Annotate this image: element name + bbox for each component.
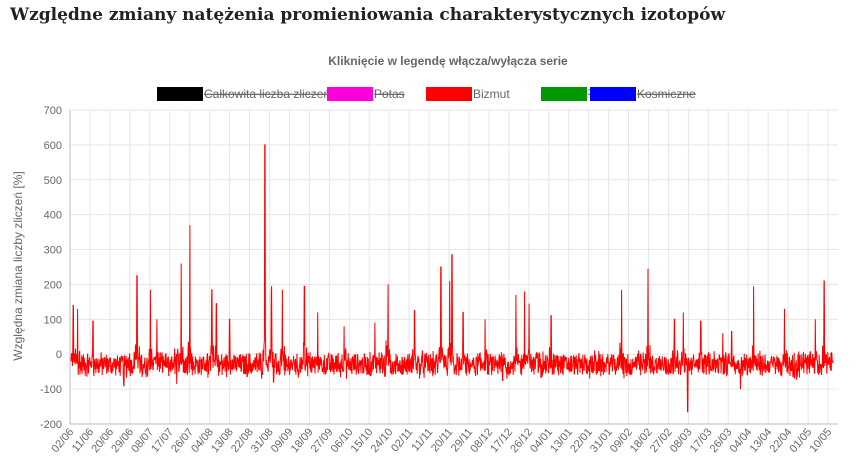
legend-item-4[interactable]: Kosmiczne [637,87,696,101]
y-tick-label: 100 [44,314,62,326]
legend-item-0[interactable]: Całkowita liczba zliczeń [204,87,330,101]
y-tick-label: 200 [44,279,62,291]
y-tick-label: -100 [40,384,62,396]
legend-item-2[interactable]: Bizmut [473,87,510,101]
y-tick-label: 700 [44,105,62,117]
x-tick-label: 20/11 [429,426,455,454]
y-tick-label: -200 [40,419,62,431]
x-tick-label: 10/05 [807,426,834,455]
x-axis-ticks: 02/0611/0620/0629/0608/0717/0726/0704/08… [49,426,834,455]
y-axis-label: Względna zmiana liczby zliczeń [%] [11,171,25,360]
chart-title: Kliknięcie w legendę włącza/wyłącza seri… [328,54,568,68]
chart-legend: Całkowita liczba zliczeńPotasBizmutTalKo… [157,87,696,101]
legend-swatch-1[interactable] [327,87,373,101]
chart-grid [69,109,838,425]
page-title: Względne zmiany natężenia promieniowania… [10,5,726,25]
legend-swatch-3[interactable] [541,87,587,101]
y-tick-label: 400 [44,210,62,222]
y-tick-label: 600 [44,140,62,152]
legend-swatch-2[interactable] [426,87,472,101]
y-axis-ticks: -200 -100 0 100 200 300 400 500 600 700 [40,105,62,431]
legend-swatch-4[interactable] [590,87,636,101]
series-line-2 [70,144,834,413]
x-tick-label: 24/10 [369,426,396,455]
y-tick-label: 300 [44,245,62,257]
y-tick-label: 0 [56,349,62,361]
legend-swatch-0[interactable] [157,87,203,101]
x-tick-label: 02/11 [389,426,415,454]
legend-item-1[interactable]: Potas [374,87,405,101]
plot-area [70,144,834,413]
y-tick-label: 500 [44,175,62,187]
